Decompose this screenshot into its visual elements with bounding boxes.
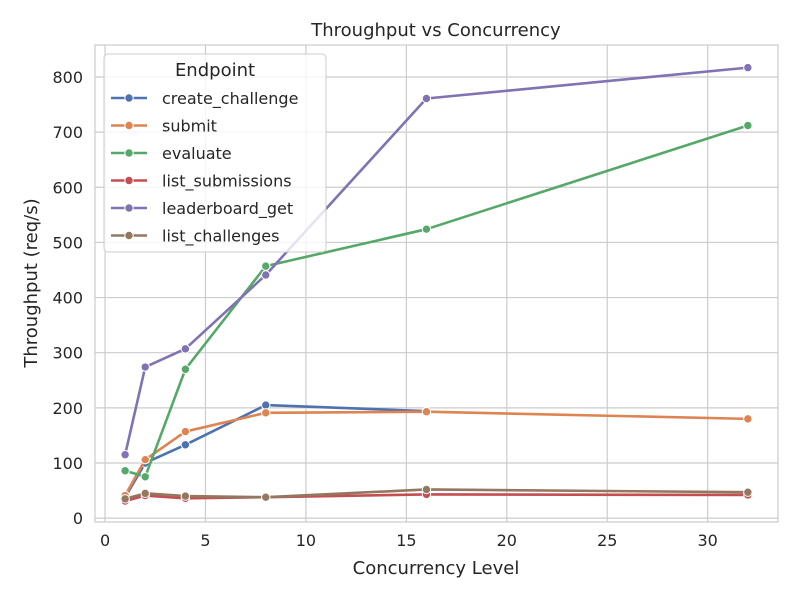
y-tick-label: 300 — [52, 344, 83, 363]
data-point-leaderboard_get — [421, 93, 432, 104]
data-point-create_challenge — [180, 440, 191, 450]
data-point-submit — [743, 414, 753, 424]
data-point-list_challenges — [180, 491, 191, 501]
legend-label-leaderboard_get: leaderboard_get — [162, 199, 293, 219]
legend-label-evaluate: evaluate — [162, 144, 232, 163]
x-tick-label: 5 — [200, 531, 210, 550]
series-line-leaderboard_get — [123, 66, 750, 457]
legend-marker-leaderboard_get — [124, 203, 134, 213]
y-tick-label: 100 — [52, 454, 83, 473]
y-tick-label: 700 — [52, 123, 83, 142]
data-point-create_challenge — [261, 400, 271, 410]
y-axis-label: Throughput (req/s) — [21, 198, 42, 368]
data-point-evaluate — [140, 472, 150, 482]
y-tick-label: 400 — [52, 289, 83, 308]
data-point-evaluate — [743, 120, 753, 131]
data-point-list_challenges — [120, 494, 130, 504]
data-point-list_challenges — [140, 488, 150, 499]
data-point-submit — [140, 454, 150, 465]
data-point-evaluate — [421, 224, 432, 234]
data-point-list_challenges — [743, 487, 753, 497]
data-point-leaderboard_get — [140, 362, 150, 372]
y-tick-labels: 0 100 200 300 400 500 600 700 800 — [52, 68, 83, 528]
legend-title: Endpoint — [175, 60, 255, 81]
legend-marker-list_challenges — [124, 230, 134, 241]
data-point-submit — [180, 426, 191, 437]
legend-label-create_challenge: create_challenge — [162, 89, 298, 109]
data-point-evaluate — [120, 466, 130, 476]
x-tick-label: 20 — [497, 531, 517, 550]
y-tick-label: 200 — [52, 399, 83, 418]
data-point-leaderboard_get — [180, 344, 191, 354]
x-axis-label: Concurrency Level — [353, 558, 520, 579]
x-tick-label: 15 — [396, 531, 416, 550]
data-point-leaderboard_get — [743, 62, 753, 73]
legend-marker-evaluate — [124, 148, 134, 158]
legend-marker-submit — [124, 120, 134, 131]
legend-label-submit: submit — [162, 117, 217, 136]
chart-title: Throughput vs Concurrency — [310, 20, 561, 41]
data-point-submit — [421, 407, 432, 417]
x-tick-label: 10 — [296, 531, 316, 550]
y-tick-label: 600 — [52, 178, 83, 197]
legend-marker-create_challenge — [124, 93, 134, 103]
data-point-list_challenges — [421, 484, 432, 495]
x-tick-label: 25 — [597, 531, 617, 550]
data-point-leaderboard_get — [261, 270, 271, 280]
data-point-list_challenges — [261, 492, 271, 502]
y-tick-label: 500 — [52, 233, 83, 252]
x-tick-label: 30 — [698, 531, 718, 550]
data-point-evaluate — [180, 364, 191, 374]
y-tick-label: 800 — [52, 68, 83, 87]
legend-box — [103, 53, 327, 253]
data-point-submit — [261, 408, 271, 418]
series-line-submit — [123, 410, 750, 497]
y-tick-label: 0 — [73, 509, 83, 528]
data-point-leaderboard_get — [120, 450, 130, 460]
data-point-evaluate — [261, 261, 271, 271]
legend-marker-list_submissions — [124, 175, 134, 186]
series-lines — [120, 62, 753, 506]
legend-label-list_submissions: list_submissions — [162, 172, 292, 192]
legend-label-list_challenges: list_challenges — [162, 227, 279, 247]
x-tick-label: 0 — [100, 531, 110, 550]
x-tick-labels: 0 5 10 15 20 25 30 — [100, 531, 718, 550]
